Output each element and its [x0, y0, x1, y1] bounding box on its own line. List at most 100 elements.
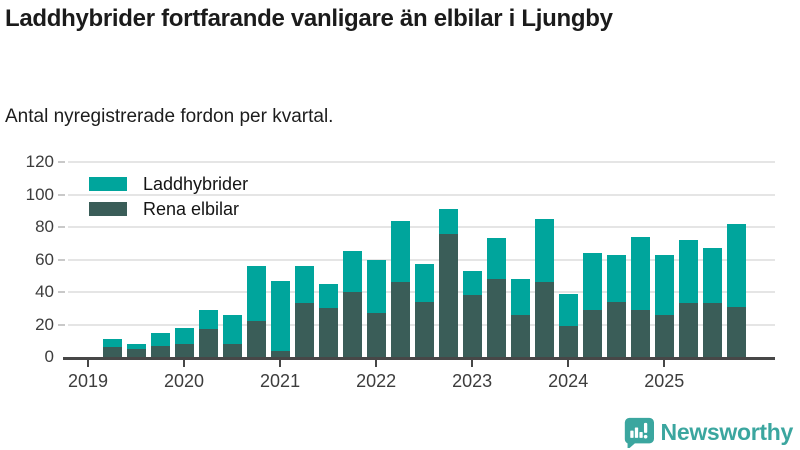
bar-segment-laddhybrider [630, 236, 650, 310]
x-axis-label: 2023 [452, 371, 493, 391]
bar-segment-laddhybrider [174, 327, 194, 344]
bar-segment-rena-elbilar [606, 301, 626, 357]
bar-segment-laddhybrider [582, 253, 602, 310]
y-axis-label: 0 [44, 347, 54, 366]
bar-segment-rena-elbilar [462, 295, 482, 357]
bar-segment-laddhybrider [222, 314, 242, 344]
bar-segment-laddhybrider [390, 220, 410, 283]
bar-segment-rena-elbilar [222, 344, 242, 357]
bar-segment-rena-elbilar [294, 303, 314, 357]
bar-segment-rena-elbilar [726, 306, 746, 357]
bar-segment-rena-elbilar [654, 314, 674, 357]
x-axis-tick [86, 359, 90, 367]
bar-segment-rena-elbilar [510, 314, 530, 357]
bar-segment-laddhybrider [510, 279, 530, 315]
bar-segment-rena-elbilar [318, 308, 338, 357]
bar-segment-laddhybrider [342, 251, 362, 292]
bar-segment-laddhybrider [318, 283, 338, 309]
legend-item: Rena elbilar [89, 199, 248, 219]
y-axis-label: 100 [25, 184, 54, 204]
y-axis-tick [58, 291, 65, 293]
y-axis-label: 20 [35, 314, 54, 334]
gridline [68, 161, 775, 163]
x-axis-tick [182, 359, 186, 367]
bar-segment-rena-elbilar [558, 326, 578, 357]
bar-segment-laddhybrider [654, 254, 674, 315]
y-axis-label: 120 [25, 152, 54, 171]
x-axis-label: 2019 [67, 371, 109, 391]
bar-segment-rena-elbilar [102, 347, 122, 357]
legend-swatch [89, 177, 127, 191]
legend-swatch [89, 202, 127, 216]
plot-area: 0 20 40 60 80 100 120 2019 2020 2021 2022 2023 2024 2… [26, 153, 775, 391]
y-axis-label: 60 [35, 249, 54, 269]
x-axis-tick [374, 359, 378, 367]
bar-segment-rena-elbilar [126, 348, 146, 357]
bar-segment-rena-elbilar [702, 303, 722, 357]
bar-segment-rena-elbilar [150, 345, 170, 357]
legend-label: Laddhybrider [143, 174, 249, 194]
bar-segment-rena-elbilar [414, 301, 434, 357]
bar-segment-rena-elbilar [246, 321, 266, 357]
x-axis-tick [470, 359, 474, 367]
bar-segment-laddhybrider [726, 223, 746, 307]
y-axis-label: 80 [35, 217, 54, 236]
x-axis-line [63, 356, 775, 360]
x-axis-tick [278, 359, 282, 367]
bar-segment-laddhybrider [102, 339, 122, 348]
chart-subtitle: Antal nyregistrerade fordon per kvartal. [5, 106, 334, 127]
newsworthy-logo-text: Newsworthy [660, 418, 794, 445]
bar-segment-rena-elbilar [678, 303, 698, 357]
bar-segment-laddhybrider [198, 309, 218, 330]
bar-segment-laddhybrider [606, 254, 626, 302]
bar-segment-rena-elbilar [438, 233, 458, 357]
bar-segment-laddhybrider [294, 266, 314, 304]
bar-segment-rena-elbilar [174, 344, 194, 357]
newsworthy-logo: Newsworthy [623, 416, 793, 448]
chart-title: Laddhybrider fortfarande vanligare än el… [5, 5, 613, 32]
bar-chart-speech-bubble-icon [624, 417, 654, 448]
bar-segment-laddhybrider [558, 293, 578, 327]
bar-segment-laddhybrider [126, 344, 146, 349]
bar-segment-rena-elbilar [198, 329, 218, 357]
x-axis-label: 2020 [163, 371, 205, 391]
bar-segment-rena-elbilar [534, 282, 554, 357]
bar-segment-rena-elbilar [270, 350, 290, 357]
y-axis-tick [58, 161, 65, 163]
y-axis-tick [58, 323, 65, 326]
bar-segment-laddhybrider [150, 332, 170, 346]
bar-segment-laddhybrider [678, 240, 698, 304]
bar-segment-laddhybrider [414, 264, 434, 302]
bar-segment-rena-elbilar [486, 279, 506, 357]
gridline [68, 193, 775, 196]
bar-segment-laddhybrider [486, 238, 506, 279]
y-axis-tick [58, 193, 65, 196]
gridline [68, 258, 775, 261]
bar-segment-rena-elbilar [582, 309, 602, 357]
x-axis-label: 2021 [260, 371, 301, 391]
legend-label: Rena elbilar [143, 199, 240, 219]
bar-segment-rena-elbilar [390, 282, 410, 357]
x-axis-label: 2024 [548, 371, 589, 391]
gridline [68, 226, 775, 228]
bar-segment-rena-elbilar [366, 313, 386, 357]
chart-legend: Laddhybrider Rena elbilar [89, 174, 249, 227]
x-axis-tick [662, 359, 666, 367]
bar-segment-laddhybrider [438, 209, 458, 234]
x-axis-label: 2025 [644, 371, 685, 391]
bar-segment-laddhybrider [246, 266, 266, 322]
y-axis-tick [58, 226, 65, 228]
bar-segment-laddhybrider [534, 218, 554, 283]
bar-segment-rena-elbilar [342, 292, 362, 357]
bar-segment-laddhybrider [270, 280, 290, 351]
legend-item: Laddhybrider [89, 174, 249, 194]
bar-segment-laddhybrider [366, 259, 386, 314]
bar-segment-rena-elbilar [630, 309, 650, 357]
x-axis-label: 2022 [356, 371, 397, 391]
y-axis-label: 40 [35, 282, 54, 301]
bar-segment-laddhybrider [462, 270, 482, 296]
y-axis-tick [58, 258, 65, 261]
x-axis-tick [566, 359, 570, 367]
bar-segment-laddhybrider [702, 248, 722, 304]
